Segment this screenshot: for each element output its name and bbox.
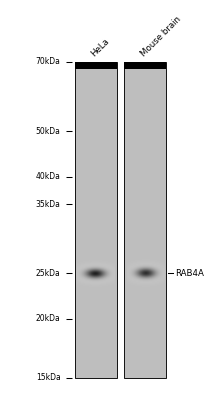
Bar xyxy=(124,62,166,69)
Text: RAB4A: RAB4A xyxy=(176,269,205,278)
Text: 40kDa: 40kDa xyxy=(36,172,60,181)
Text: 35kDa: 35kDa xyxy=(36,200,60,209)
Bar xyxy=(124,62,166,378)
Text: 25kDa: 25kDa xyxy=(36,269,60,278)
Text: 50kDa: 50kDa xyxy=(36,126,60,136)
Bar xyxy=(75,62,117,69)
Bar xyxy=(75,62,117,378)
Text: Mouse brain: Mouse brain xyxy=(139,15,183,59)
Text: 70kDa: 70kDa xyxy=(36,58,60,66)
Text: 20kDa: 20kDa xyxy=(36,314,60,324)
Text: HeLa: HeLa xyxy=(89,37,111,59)
Text: 15kDa: 15kDa xyxy=(36,374,60,382)
